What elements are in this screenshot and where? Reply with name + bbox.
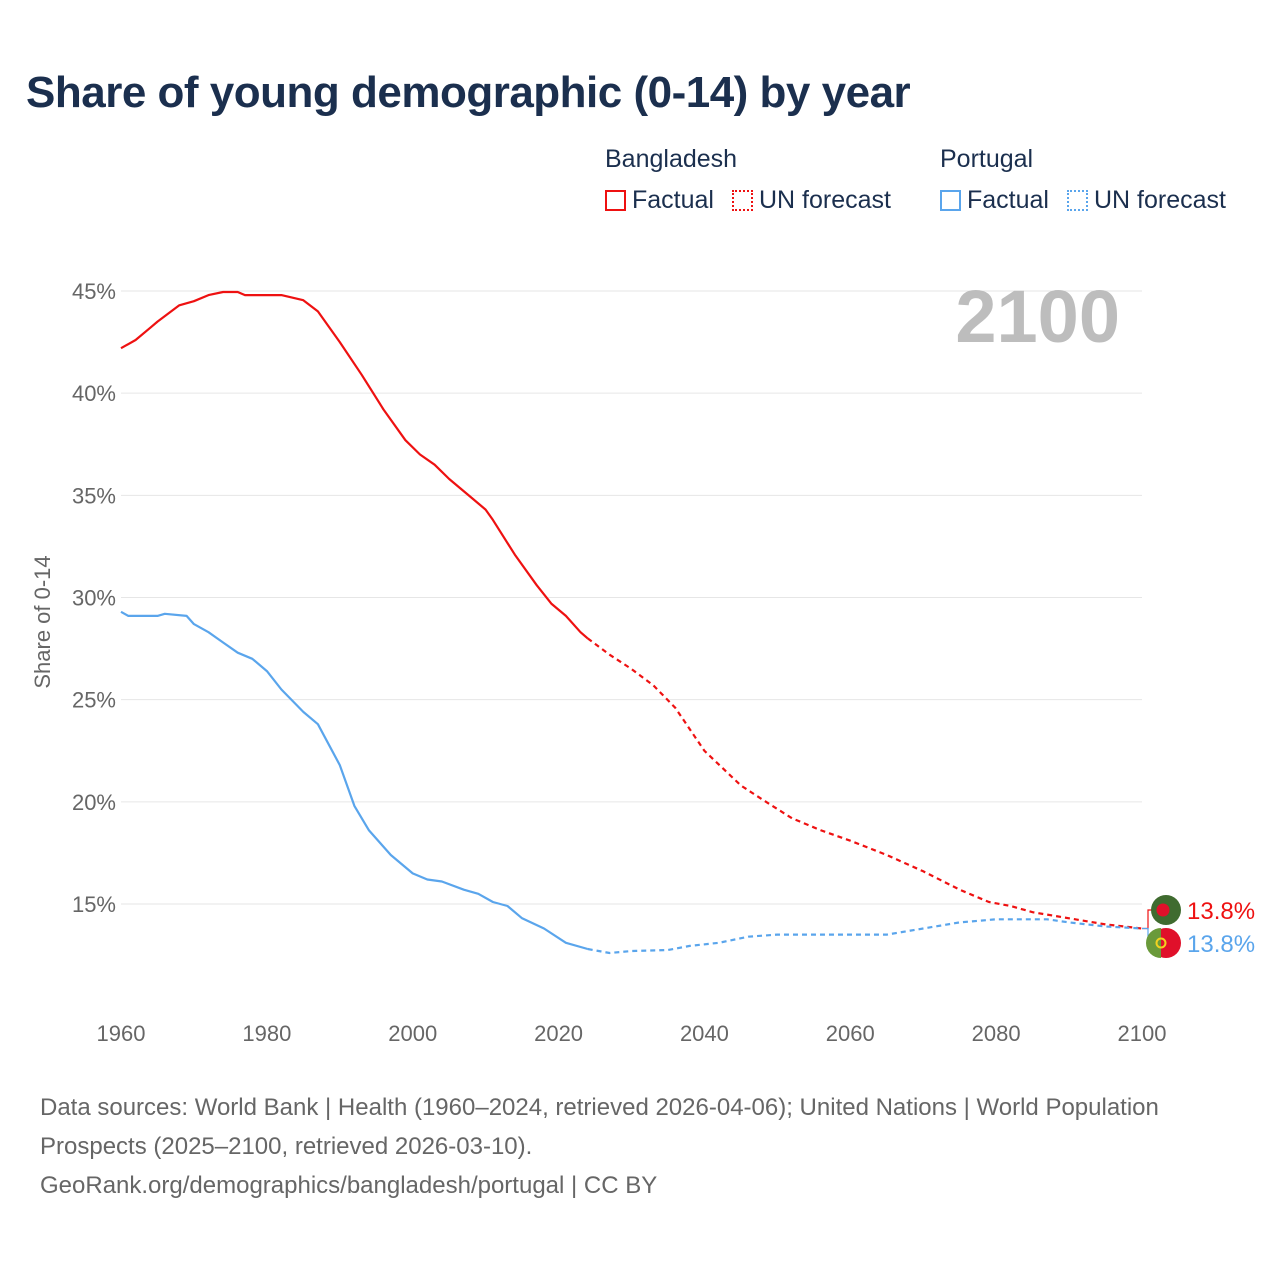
x-tick-label: 1980 bbox=[242, 1021, 291, 1046]
year-overlay: 2100 bbox=[955, 275, 1120, 358]
portugal-factual-line bbox=[120, 610, 589, 951]
x-tick-label: 2020 bbox=[534, 1021, 583, 1046]
legend-group-portugal: Portugal bbox=[940, 145, 1034, 173]
legend-label: UN forecast bbox=[1093, 186, 1226, 214]
footer: Data sources: World Bank | Health (1960–… bbox=[40, 1088, 1190, 1205]
x-tick-label: 2040 bbox=[680, 1021, 729, 1046]
plot-area: 15% 20% 25% 30% 35% 40% 45% 1960 1980 2000 2020 204… bbox=[30, 275, 1255, 1046]
legend-swatch-solid bbox=[940, 190, 961, 211]
legend-swatch-dotted bbox=[1066, 190, 1088, 211]
bangladesh-flag-icon bbox=[1151, 895, 1181, 925]
bangladesh-forecast-line bbox=[587, 637, 1143, 930]
y-tick-label: 30% bbox=[72, 586, 116, 611]
portugal-end-label: 13.8% bbox=[1187, 931, 1255, 958]
legend-bangladesh-items: Factual UN forecast bbox=[605, 186, 909, 215]
footer-link[interactable]: GeoRank.org/demographics/bangladesh/port… bbox=[40, 1172, 658, 1199]
y-tick-label: 15% bbox=[72, 892, 116, 917]
legend-label: Factual bbox=[632, 186, 714, 214]
chart-title: Share of young demographic (0-14) by yea… bbox=[26, 68, 911, 117]
y-tick-label: 45% bbox=[72, 279, 116, 304]
y-tick-label: 20% bbox=[72, 790, 116, 815]
legend-swatch-solid bbox=[605, 190, 626, 211]
legend-label: UN forecast bbox=[758, 186, 891, 214]
legend-bangladesh-forecast[interactable]: UN forecast bbox=[731, 186, 891, 215]
bangladesh-end-connector bbox=[1142, 909, 1152, 930]
bangladesh-end-label: 13.8% bbox=[1187, 898, 1255, 925]
y-tick-label: 40% bbox=[72, 381, 116, 406]
x-tick-label: 2100 bbox=[1118, 1021, 1167, 1046]
y-axis-label: Share of 0-14 bbox=[30, 555, 55, 688]
bangladesh-factual-line bbox=[120, 290, 589, 640]
portugal-forecast-line bbox=[587, 918, 1143, 955]
y-tick-label: 35% bbox=[72, 483, 116, 508]
x-tick-label: 2060 bbox=[826, 1021, 875, 1046]
y-tick-label: 25% bbox=[72, 688, 116, 713]
legend-group-bangladesh: Bangladesh bbox=[605, 145, 738, 173]
legend-portugal-items: Factual UN forecast bbox=[940, 186, 1244, 215]
portugal-flag-icon bbox=[1146, 928, 1181, 958]
legend-portugal-factual[interactable]: Factual bbox=[940, 186, 1049, 215]
legend-label: Factual bbox=[967, 186, 1049, 214]
legend-portugal-forecast[interactable]: UN forecast bbox=[1066, 186, 1226, 215]
legend-swatch-dotted bbox=[731, 190, 753, 211]
x-tick-label: 2080 bbox=[972, 1021, 1021, 1046]
x-tick-label: 1960 bbox=[97, 1021, 146, 1046]
legend-bangladesh-factual[interactable]: Factual bbox=[605, 186, 714, 215]
x-tick-label: 2000 bbox=[388, 1021, 437, 1046]
footer-sources: Data sources: World Bank | Health (1960–… bbox=[40, 1094, 1159, 1160]
